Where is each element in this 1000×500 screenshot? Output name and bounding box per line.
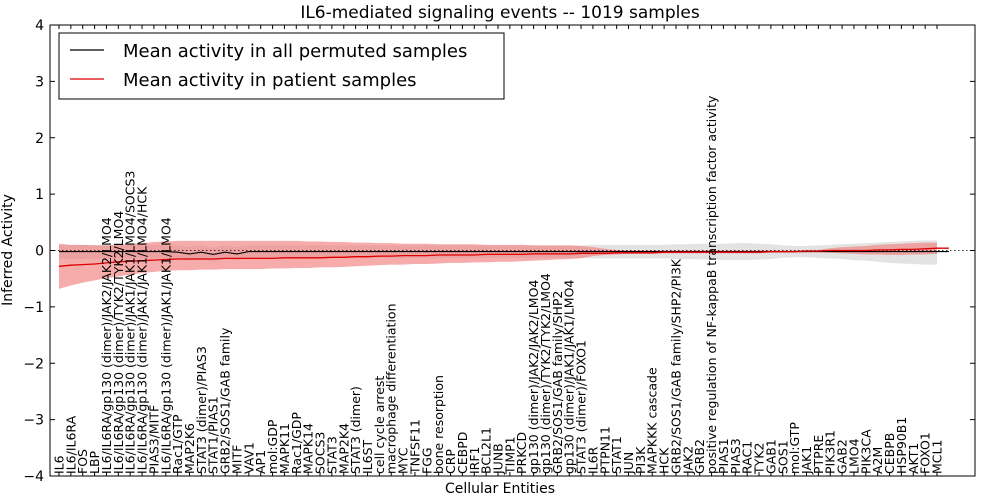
x-category-label: GRB2/SOS1/GAB family/SHP2: [550, 291, 565, 474]
x-category-label: CRP: [443, 449, 458, 474]
chart-title: IL6-mediated signaling events -- 1019 sa…: [300, 3, 700, 23]
y-tick-label: 2: [35, 131, 44, 147]
legend: Mean activity in all permuted samples Me…: [58, 32, 505, 100]
x-category-label: IL6/IL6RA/gp130 (dimer)/JAK2/JAK2/LMO4: [99, 217, 114, 474]
x-category-label: PIAS1: [716, 438, 731, 474]
x-category-label: PIK3R1: [823, 430, 838, 474]
x-category-label: GAB1: [763, 439, 778, 474]
x-category-label: HSP90B1: [894, 417, 909, 474]
x-category-label: mol:GTP: [787, 422, 802, 474]
x-category-label: Rac1/GTP: [170, 414, 185, 474]
x-category-label: IL6: [52, 455, 67, 474]
x-axis-label: Cellular Entities: [445, 481, 555, 497]
y-tick-label: −3: [23, 413, 44, 429]
y-tick-label: 3: [35, 74, 44, 90]
x-category-label: positive regulation of NF-kappaB transcr…: [704, 95, 719, 474]
x-category-label: RAC1: [740, 441, 755, 474]
x-category-label: BCL2L1: [479, 427, 494, 474]
x-category-label: gp130 (dimer)/JAK2/JAK2/LMO4: [526, 280, 541, 474]
x-category-label: GRB2/SOS1/GAB family: [218, 327, 233, 474]
series-line-patient: [58, 247, 949, 267]
legend-box: [58, 32, 505, 100]
x-category-label: SOS1: [775, 440, 790, 474]
x-category-label: IL6R: [585, 446, 600, 474]
x-category-label: macrophage differentiation: [384, 303, 399, 474]
x-category-label: MAPK11: [277, 423, 292, 474]
x-category-label: TIMP1: [502, 436, 517, 475]
x-category-label: mol:GDP: [265, 419, 280, 474]
y-tick-label: 1: [35, 187, 44, 203]
x-category-label: PIAS3/MITF: [146, 405, 161, 474]
x-category-label: GAB2: [835, 439, 850, 474]
x-category-label: A2M: [870, 447, 885, 474]
x-category-label: IL6ST: [360, 439, 375, 474]
x-category-label: GRB2: [692, 439, 707, 474]
x-category-label: IRF1: [467, 446, 482, 474]
x-category-label: STAT1: [609, 436, 624, 474]
y-tick-label: 4: [35, 18, 44, 34]
x-category-label: MAP2K6: [182, 423, 197, 474]
x-category-label: PIK3CA: [858, 429, 873, 474]
x-category-label: PIAS3: [728, 438, 743, 474]
plot-frame: [49, 24, 976, 477]
series-lines: [58, 247, 949, 267]
x-category-label: cell cycle arrest: [372, 376, 387, 474]
x-category-label: PI3K: [633, 446, 648, 474]
x-category-label: JAK2: [680, 446, 695, 475]
x-category-label: MAPKKK cascade: [645, 367, 660, 474]
x-category-label: STAT3 (dimer): [348, 386, 363, 474]
legend-label-permuted: Mean activity in all permuted samples: [123, 41, 467, 62]
x-category-label: bone resorption: [431, 375, 446, 474]
legend-label-patient: Mean activity in patient samples: [123, 70, 417, 91]
x-category-label: PRKCD: [514, 432, 529, 474]
x-category-label: IL6/IL6RA/gp130 (dimer)/JAK1/JAK1/LMO4/H…: [135, 186, 150, 474]
x-category-label: MAP2K4: [336, 423, 351, 474]
y-axis-label: Inferred Activity: [0, 194, 16, 306]
x-category-label: JUNB: [491, 443, 506, 475]
x-category-label: TYK2: [752, 443, 767, 475]
x-category-label: IL6/IL6RA/gp130 (dimer)/JAK1/JAK1/LMO4/S…: [123, 171, 138, 474]
x-category-label: CEBPD: [455, 432, 470, 474]
x-category-label: MITF: [230, 445, 245, 474]
band-patient: [59, 240, 937, 289]
x-category-label: HCK: [657, 447, 672, 474]
x-category-label: FGG: [419, 447, 434, 474]
x-category-label: IL6/IL6RA: [63, 415, 78, 474]
x-category-label: VAV1: [241, 442, 256, 474]
x-category-label: MAPK14: [301, 423, 316, 474]
y-tick-label: −4: [23, 469, 44, 485]
x-category-label: STAT3 (dimer)/FOXO1: [574, 340, 589, 474]
x-category-label: STAT1/PIAS1: [206, 396, 221, 474]
x-category-label: MCL1: [930, 440, 945, 474]
x-category-label: PTPN11: [597, 426, 612, 474]
x-category-label: LBP: [87, 450, 102, 474]
x-category-label: IL6/IL6RA/gp130 (dimer)/TYK2/TYK2/LMO4: [111, 211, 126, 474]
x-category-label: JAK1: [799, 446, 814, 475]
x-category-label: AKT1: [906, 443, 921, 474]
y-tick-label: 0: [35, 244, 44, 260]
x-category-label: TNFSF11: [407, 419, 422, 475]
x-category-label: Rac1/GDP: [289, 412, 304, 474]
x-category-label: STAT3: [324, 436, 339, 474]
y-tick-label: −2: [23, 356, 44, 372]
x-category-label: GRB2/SOS1/GAB family/SHP2/PI3K: [669, 258, 684, 474]
x-category-label: IL6/IL6RA/gp130 (dimer)/JAK1/JAK1/LMO4: [158, 217, 173, 474]
x-category-label: FOS: [75, 449, 90, 474]
x-category-label: gp130 (dimer)/JAK1/JAK1/LMO4: [562, 280, 577, 474]
x-category-label: AP1: [253, 450, 268, 474]
x-category-label: FOXO1: [918, 432, 933, 474]
x-category-label: MYC: [396, 447, 411, 474]
y-axis-ticks: −4 −3 −2 −1 0 1 2 3 4: [23, 18, 975, 485]
x-category-label: CEBPB: [882, 433, 897, 474]
x-category-label: PTPRE: [811, 435, 826, 474]
x-category-label: gp130 (dimer)/TYK2/TYK2/LMO4: [538, 273, 553, 474]
x-category-label: JUN: [621, 452, 636, 475]
x-category-label: LMO4: [846, 438, 861, 474]
confidence-bands: [50, 240, 975, 289]
x-category-label: STAT3 (dimer)/PIAS3: [194, 346, 209, 474]
x-category-label: SOCS3: [313, 432, 328, 474]
y-tick-label: −1: [23, 300, 44, 316]
